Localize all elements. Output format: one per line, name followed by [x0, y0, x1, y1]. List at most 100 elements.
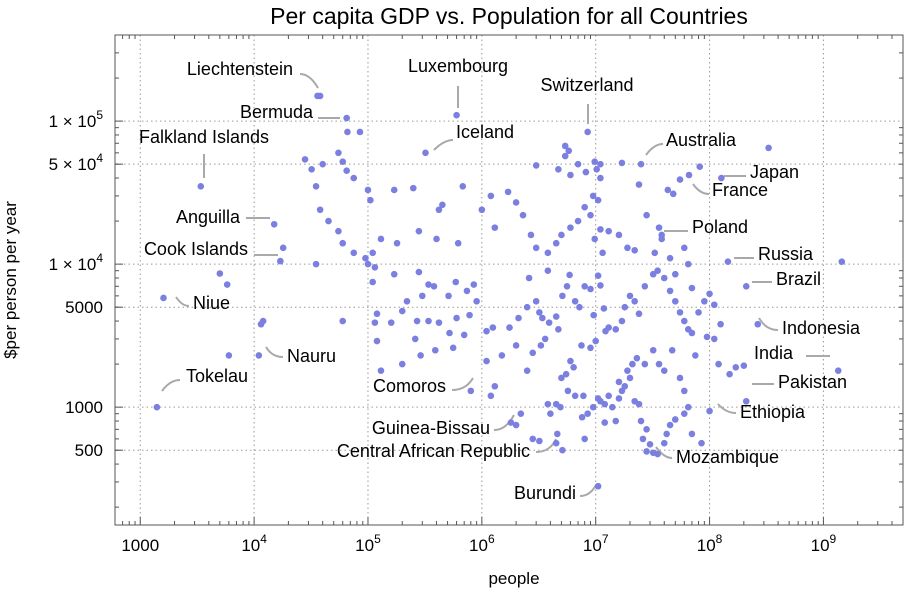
- data-point: [666, 287, 674, 295]
- data-point: [419, 292, 426, 300]
- annotation-label: Anguilla: [176, 207, 241, 227]
- data-point: [467, 387, 475, 395]
- data-point: [592, 337, 599, 345]
- annotation-labels: Liechtenstein Bermuda Falkland Islands Luxe…: [139, 56, 861, 503]
- data-point: [552, 400, 560, 408]
- data-point: [601, 419, 609, 426]
- data-point: [478, 206, 486, 214]
- data-point: [680, 410, 688, 418]
- data-point: [666, 421, 674, 429]
- annotation-leader: [265, 346, 284, 358]
- data-point: [680, 317, 688, 325]
- data-point: [587, 211, 594, 219]
- data-point: [544, 267, 552, 274]
- data-point: [422, 149, 429, 157]
- annotation-leader: [433, 139, 454, 151]
- annotation-leader: [717, 403, 737, 414]
- data-point: [435, 206, 443, 214]
- data-point: [433, 235, 440, 243]
- data-point: [453, 111, 460, 119]
- data-point: [698, 439, 705, 447]
- data-point: [466, 311, 473, 319]
- data-point: [838, 258, 846, 265]
- data-point: [216, 270, 224, 277]
- data-point: [507, 419, 515, 426]
- annotation-label: Luxembourg: [408, 56, 508, 76]
- data-point: [459, 183, 467, 190]
- data-point: [525, 274, 533, 282]
- data-point: [597, 226, 604, 233]
- data-point: [631, 297, 638, 305]
- data-point: [545, 319, 553, 326]
- data-point: [684, 260, 692, 268]
- data-point: [601, 400, 609, 408]
- data-point: [536, 309, 543, 316]
- data-point: [655, 224, 663, 231]
- data-point: [335, 149, 342, 157]
- data-point: [223, 281, 231, 288]
- data-point: [615, 231, 623, 239]
- data-point: [631, 246, 638, 254]
- data-point: [364, 186, 372, 194]
- data-point: [660, 367, 668, 374]
- data-point: [523, 367, 531, 374]
- annotation-label: Niue: [193, 293, 230, 313]
- data-point: [555, 326, 562, 333]
- data-point: [454, 239, 462, 247]
- data-point: [581, 435, 588, 443]
- data-point: [597, 282, 604, 289]
- data-point: [350, 174, 358, 182]
- data-point: [561, 142, 569, 150]
- data-point: [473, 297, 480, 305]
- data-point: [581, 282, 588, 290]
- data-point: [593, 166, 600, 173]
- data-point: [435, 319, 443, 326]
- data-point: [590, 311, 597, 319]
- annotation-label: Iceland: [456, 122, 514, 142]
- data-point: [362, 254, 369, 262]
- data-point: [565, 147, 573, 155]
- data-point: [377, 235, 385, 243]
- data-point: [558, 231, 565, 239]
- data-point: [445, 292, 452, 300]
- data-point: [641, 282, 649, 290]
- annotation-leader: [692, 183, 710, 195]
- data-point: [571, 297, 579, 305]
- data-point: [671, 297, 679, 305]
- data-point: [635, 181, 643, 188]
- data-point: [718, 174, 725, 182]
- data-point: [654, 267, 661, 274]
- data-point: [555, 166, 562, 173]
- annotation-label: Indonesia: [782, 318, 861, 338]
- data-point: [641, 360, 649, 368]
- x-tick-label: 105: [355, 532, 381, 555]
- data-point: [574, 217, 582, 225]
- annotation-leader: [645, 143, 664, 156]
- data-point: [618, 317, 626, 325]
- data-point: [373, 310, 381, 318]
- data-point: [547, 410, 554, 418]
- data-point: [571, 392, 579, 400]
- annotation-label: Nauru: [287, 346, 336, 366]
- data-point: [765, 144, 772, 152]
- data-point: [624, 244, 631, 252]
- data-point: [578, 413, 586, 421]
- data-point: [537, 342, 545, 349]
- data-point: [373, 337, 381, 345]
- data-point: [715, 360, 722, 368]
- data-point: [277, 257, 284, 265]
- y-tick-label: 500: [75, 441, 103, 460]
- data-point: [660, 439, 668, 447]
- y-tick-label: 1 × 105: [49, 108, 104, 131]
- data-point: [671, 416, 679, 423]
- data-point: [559, 292, 566, 300]
- data-point: [301, 156, 309, 163]
- x-tick-label: 1000: [121, 536, 159, 555]
- annotation-label: Bermuda: [240, 102, 314, 122]
- data-point: [532, 244, 540, 252]
- data-point: [431, 346, 439, 354]
- annotation-label: Comoros: [373, 376, 446, 396]
- data-point: [563, 282, 571, 290]
- data-point: [343, 167, 350, 175]
- data-point: [369, 278, 376, 286]
